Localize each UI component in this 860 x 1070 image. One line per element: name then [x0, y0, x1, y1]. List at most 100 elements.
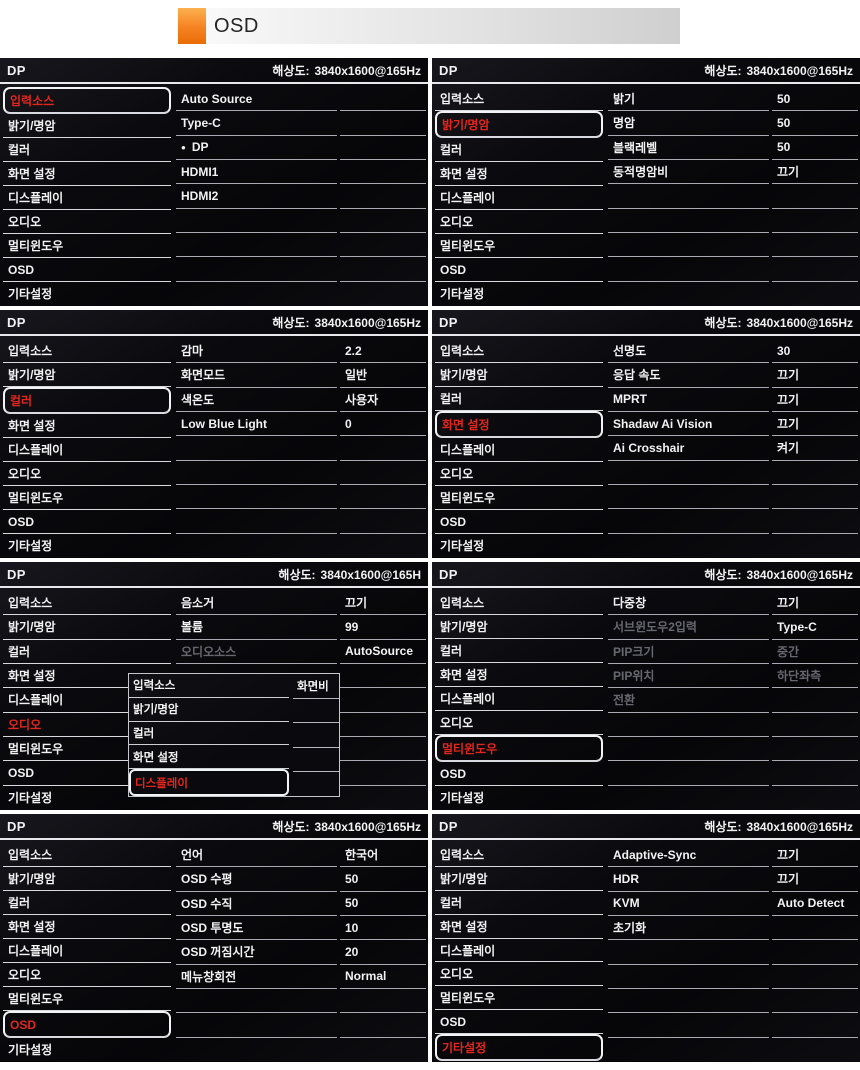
- menu-item-밝기/명암[interactable]: 밝기/명암: [3, 867, 171, 891]
- submenu-item[interactable]: Low Blue Light: [176, 412, 337, 437]
- submenu-item[interactable]: 음소거: [176, 591, 337, 616]
- submenu-item[interactable]: HDMI2: [176, 184, 337, 209]
- submenu-item[interactable]: 메뉴창회전: [176, 965, 337, 989]
- submenu-item[interactable]: 화면모드: [176, 363, 337, 388]
- submenu-item[interactable]: HDMI1: [176, 160, 337, 185]
- menu-item-밝기/명암[interactable]: 밝기/명암: [435, 615, 603, 639]
- menu-item-기타설정[interactable]: 기타설정: [435, 282, 603, 305]
- menu-item-오디오[interactable]: 오디오: [435, 210, 603, 234]
- menu-item-OSD[interactable]: OSD: [435, 762, 603, 786]
- submenu-item[interactable]: 서브윈도우2입력: [608, 615, 769, 640]
- menu-item-입력소스[interactable]: 입력소스: [435, 843, 603, 867]
- menu-item-디스플레이[interactable]: 디스플레이: [3, 688, 171, 713]
- menu-item-멀티윈도우[interactable]: 멀티윈도우: [3, 234, 171, 258]
- submenu-item[interactable]: 블랙레벨: [608, 136, 769, 160]
- menu-item-기타설정[interactable]: 기타설정: [435, 786, 603, 809]
- menu-item-컬러[interactable]: 컬러: [435, 138, 603, 162]
- submenu-item[interactable]: 밝기: [608, 87, 769, 112]
- menu-item-OSD[interactable]: OSD: [3, 1011, 171, 1038]
- submenu-item[interactable]: 명암: [608, 111, 769, 136]
- submenu-item[interactable]: 감마: [176, 339, 337, 364]
- submenu-item[interactable]: MPRT: [608, 388, 769, 412]
- menu-item-화면 설정[interactable]: 화면 설정: [3, 664, 171, 689]
- menu-item-컬러[interactable]: 컬러: [3, 640, 171, 664]
- menu-item-기타설정[interactable]: 기타설정: [3, 786, 171, 809]
- menu-item-오디오[interactable]: 오디오: [3, 713, 171, 737]
- submenu-item[interactable]: 전환: [608, 688, 769, 713]
- menu-item-밝기/명암[interactable]: 밝기/명암: [3, 615, 171, 640]
- menu-item-화면 설정[interactable]: 화면 설정: [435, 411, 603, 438]
- menu-item-멀티윈도우[interactable]: 멀티윈도우: [435, 234, 603, 258]
- popup-menu-item-컬러[interactable]: 컬러: [129, 722, 289, 746]
- menu-item-입력소스[interactable]: 입력소스: [435, 87, 603, 111]
- menu-item-OSD[interactable]: OSD: [3, 510, 171, 534]
- submenu-item[interactable]: 초기화: [608, 916, 769, 941]
- menu-item-멀티윈도우[interactable]: 멀티윈도우: [3, 486, 171, 510]
- submenu-item[interactable]: Ai Crosshair: [608, 436, 769, 461]
- submenu-item[interactable]: OSD 꺼짐시간: [176, 940, 337, 965]
- menu-item-OSD[interactable]: OSD: [435, 510, 603, 534]
- menu-item-화면 설정[interactable]: 화면 설정: [435, 663, 603, 687]
- menu-item-입력소스[interactable]: 입력소스: [435, 339, 603, 363]
- menu-item-입력소스[interactable]: 입력소스: [3, 591, 171, 616]
- menu-item-밝기/명암[interactable]: 밝기/명암: [435, 363, 603, 387]
- submenu-item[interactable]: 응답 속도: [608, 363, 769, 388]
- menu-item-디스플레이[interactable]: 디스플레이: [435, 687, 603, 711]
- submenu-item[interactable]: Auto Source: [176, 87, 337, 112]
- menu-item-컬러[interactable]: 컬러: [435, 387, 603, 411]
- menu-item-오디오[interactable]: 오디오: [3, 462, 171, 486]
- menu-item-멀티윈도우[interactable]: 멀티윈도우: [435, 735, 603, 762]
- menu-item-디스플레이[interactable]: 디스플레이: [435, 438, 603, 462]
- popup-menu-item-밝기/명암[interactable]: 밝기/명암: [129, 698, 289, 722]
- menu-item-밝기/명암[interactable]: 밝기/명암: [3, 363, 171, 387]
- menu-item-디스플레이[interactable]: 디스플레이: [3, 939, 171, 963]
- menu-item-컬러[interactable]: 컬러: [3, 138, 171, 162]
- menu-item-밝기/명암[interactable]: 밝기/명암: [435, 867, 603, 891]
- popup-menu-item-입력소스[interactable]: 입력소스: [129, 674, 289, 698]
- menu-item-입력소스[interactable]: 입력소스: [3, 339, 171, 363]
- submenu-item[interactable]: OSD 수평: [176, 867, 337, 892]
- menu-item-디스플레이[interactable]: 디스플레이: [435, 186, 603, 210]
- submenu-item[interactable]: Adaptive-Sync: [608, 843, 769, 868]
- submenu-item[interactable]: 선명도: [608, 339, 769, 364]
- submenu-item[interactable]: 오디오소스: [176, 640, 337, 664]
- menu-item-밝기/명암[interactable]: 밝기/명암: [435, 111, 603, 138]
- menu-item-컬러[interactable]: 컬러: [3, 891, 171, 915]
- menu-item-입력소스[interactable]: 입력소스: [3, 87, 171, 114]
- popup-menu-item-디스플레이[interactable]: 디스플레이: [129, 769, 289, 796]
- menu-item-멀티윈도우[interactable]: 멀티윈도우: [435, 986, 603, 1011]
- submenu-item[interactable]: KVM: [608, 892, 769, 916]
- submenu-item[interactable]: HDR: [608, 867, 769, 892]
- submenu-item[interactable]: 볼륨: [176, 615, 337, 640]
- submenu-item[interactable]: ● DP: [176, 136, 337, 160]
- menu-item-OSD[interactable]: OSD: [435, 1010, 603, 1035]
- menu-item-오디오[interactable]: 오디오: [3, 210, 171, 234]
- menu-item-화면 설정[interactable]: 화면 설정: [3, 915, 171, 939]
- menu-item-화면 설정[interactable]: 화면 설정: [435, 162, 603, 186]
- menu-item-오디오[interactable]: 오디오: [435, 962, 603, 987]
- menu-item-기타설정[interactable]: 기타설정: [3, 1038, 171, 1061]
- menu-item-멀티윈도우[interactable]: 멀티윈도우: [435, 486, 603, 510]
- popup-menu-item-화면 설정[interactable]: 화면 설정: [129, 745, 289, 770]
- menu-item-기타설정[interactable]: 기타설정: [3, 282, 171, 305]
- menu-item-컬러[interactable]: 컬러: [3, 387, 171, 414]
- submenu-item[interactable]: 다중창: [608, 591, 769, 616]
- submenu-item[interactable]: OSD 투명도: [176, 916, 337, 941]
- menu-item-디스플레이[interactable]: 디스플레이: [3, 186, 171, 210]
- submenu-item[interactable]: Type-C: [176, 111, 337, 136]
- menu-item-기타설정[interactable]: 기타설정: [435, 534, 603, 557]
- menu-item-입력소스[interactable]: 입력소스: [3, 843, 171, 867]
- menu-item-멀티윈도우[interactable]: 멀티윈도우: [3, 987, 171, 1011]
- menu-item-화면 설정[interactable]: 화면 설정: [3, 162, 171, 186]
- menu-item-디스플레이[interactable]: 디스플레이: [3, 438, 171, 462]
- menu-item-기타설정[interactable]: 기타설정: [3, 534, 171, 557]
- submenu-item[interactable]: 색온도: [176, 388, 337, 412]
- menu-item-OSD[interactable]: OSD: [3, 761, 171, 786]
- menu-item-기타설정[interactable]: 기타설정: [435, 1034, 603, 1062]
- menu-item-디스플레이[interactable]: 디스플레이: [435, 939, 603, 963]
- menu-item-오디오[interactable]: 오디오: [3, 963, 171, 987]
- submenu-item[interactable]: 동적명암비: [608, 160, 769, 185]
- menu-item-밝기/명암[interactable]: 밝기/명암: [3, 114, 171, 138]
- submenu-item[interactable]: PIP크기: [608, 640, 769, 664]
- menu-item-컬러[interactable]: 컬러: [435, 891, 603, 915]
